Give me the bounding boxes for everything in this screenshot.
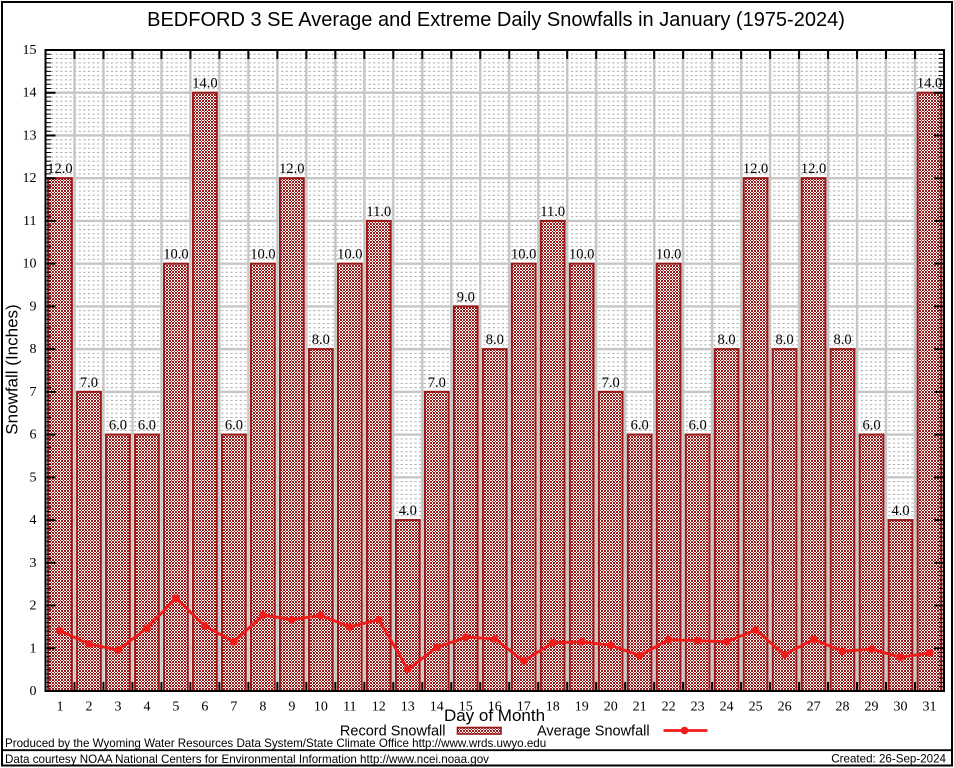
svg-text:9: 9 [288, 700, 295, 715]
svg-text:18: 18 [546, 700, 560, 715]
svg-text:7: 7 [230, 700, 237, 715]
svg-text:11: 11 [23, 214, 36, 229]
svg-text:10: 10 [314, 700, 328, 715]
svg-text:6.0: 6.0 [689, 418, 707, 434]
svg-text:6: 6 [30, 428, 37, 443]
svg-text:12: 12 [23, 171, 37, 186]
svg-text:Average Snowfall: Average Snowfall [537, 724, 650, 740]
svg-text:25: 25 [749, 700, 763, 715]
svg-text:7.0: 7.0 [602, 375, 620, 391]
svg-text:11.0: 11.0 [366, 204, 391, 220]
svg-text:12.0: 12.0 [279, 161, 304, 177]
svg-text:BEDFORD 3 SE Average and Extre: BEDFORD 3 SE Average and Extreme Daily S… [147, 9, 845, 31]
svg-text:14: 14 [430, 700, 444, 715]
svg-text:Produced by the Wyoming Water: Produced by the Wyoming Water Resources … [5, 737, 546, 750]
svg-text:29: 29 [865, 700, 879, 715]
svg-text:Data courtesy NOAA National Ce: Data courtesy NOAA National Centers for … [5, 753, 489, 766]
svg-text:15: 15 [23, 43, 37, 58]
svg-text:8.0: 8.0 [312, 332, 330, 348]
svg-text:31: 31 [923, 700, 937, 715]
svg-text:5: 5 [172, 700, 179, 715]
svg-text:Created: 26-Sep-2024: Created: 26-Sep-2024 [831, 753, 946, 766]
svg-text:6.0: 6.0 [225, 418, 243, 434]
svg-text:2: 2 [30, 599, 37, 614]
svg-text:3: 3 [30, 556, 37, 571]
svg-text:9.0: 9.0 [457, 289, 475, 305]
svg-text:11: 11 [343, 700, 356, 715]
svg-text:2: 2 [85, 700, 92, 715]
svg-text:22: 22 [662, 700, 676, 715]
svg-text:6.0: 6.0 [631, 418, 649, 434]
svg-text:8.0: 8.0 [776, 332, 794, 348]
svg-text:24: 24 [720, 700, 734, 715]
svg-text:6.0: 6.0 [109, 418, 127, 434]
svg-text:12.0: 12.0 [47, 161, 72, 177]
svg-text:10.0: 10.0 [569, 247, 594, 263]
svg-text:17: 17 [517, 700, 531, 715]
svg-text:0: 0 [30, 684, 37, 699]
svg-text:30: 30 [894, 700, 908, 715]
svg-text:28: 28 [836, 700, 850, 715]
svg-text:13: 13 [23, 128, 37, 143]
svg-text:14: 14 [23, 86, 37, 101]
svg-text:27: 27 [807, 700, 821, 715]
svg-text:10.0: 10.0 [250, 247, 275, 263]
svg-text:10.0: 10.0 [511, 247, 536, 263]
svg-text:23: 23 [691, 700, 705, 715]
svg-text:8.0: 8.0 [833, 332, 851, 348]
svg-text:8: 8 [259, 700, 266, 715]
svg-text:3: 3 [114, 700, 121, 715]
svg-text:6: 6 [201, 700, 208, 715]
svg-text:10: 10 [23, 257, 37, 272]
svg-text:6.0: 6.0 [862, 418, 880, 434]
svg-text:4: 4 [143, 700, 150, 715]
svg-text:15: 15 [459, 700, 473, 715]
svg-text:11.0: 11.0 [540, 204, 565, 220]
svg-text:8: 8 [30, 342, 37, 357]
svg-text:Snowfall (Inches): Snowfall (Inches) [3, 304, 22, 434]
svg-text:4.0: 4.0 [891, 503, 909, 519]
svg-text:12.0: 12.0 [743, 161, 768, 177]
svg-text:8.0: 8.0 [718, 332, 736, 348]
svg-text:Day of Month: Day of Month [444, 706, 545, 725]
svg-text:8.0: 8.0 [486, 332, 504, 348]
svg-text:10.0: 10.0 [337, 247, 362, 263]
svg-text:10.0: 10.0 [656, 247, 681, 263]
svg-text:7.0: 7.0 [80, 375, 98, 391]
svg-text:20: 20 [604, 700, 618, 715]
svg-text:Record Snowfall: Record Snowfall [340, 724, 446, 740]
svg-text:14.0: 14.0 [192, 76, 217, 92]
svg-text:9: 9 [30, 299, 37, 314]
svg-text:19: 19 [575, 700, 589, 715]
svg-text:16: 16 [488, 700, 502, 715]
svg-text:21: 21 [633, 700, 647, 715]
svg-text:26: 26 [778, 700, 792, 715]
svg-text:1: 1 [30, 641, 37, 656]
svg-text:5: 5 [30, 470, 37, 485]
svg-text:6.0: 6.0 [138, 418, 156, 434]
svg-text:13: 13 [401, 700, 415, 715]
svg-text:12: 12 [372, 700, 386, 715]
svg-text:4.0: 4.0 [399, 503, 417, 519]
svg-text:1: 1 [56, 700, 63, 715]
svg-text:14.0: 14.0 [917, 76, 942, 92]
svg-text:7: 7 [30, 385, 37, 400]
svg-text:12.0: 12.0 [801, 161, 826, 177]
svg-text:7.0: 7.0 [428, 375, 446, 391]
svg-text:4: 4 [30, 513, 37, 528]
svg-text:10.0: 10.0 [163, 247, 188, 263]
